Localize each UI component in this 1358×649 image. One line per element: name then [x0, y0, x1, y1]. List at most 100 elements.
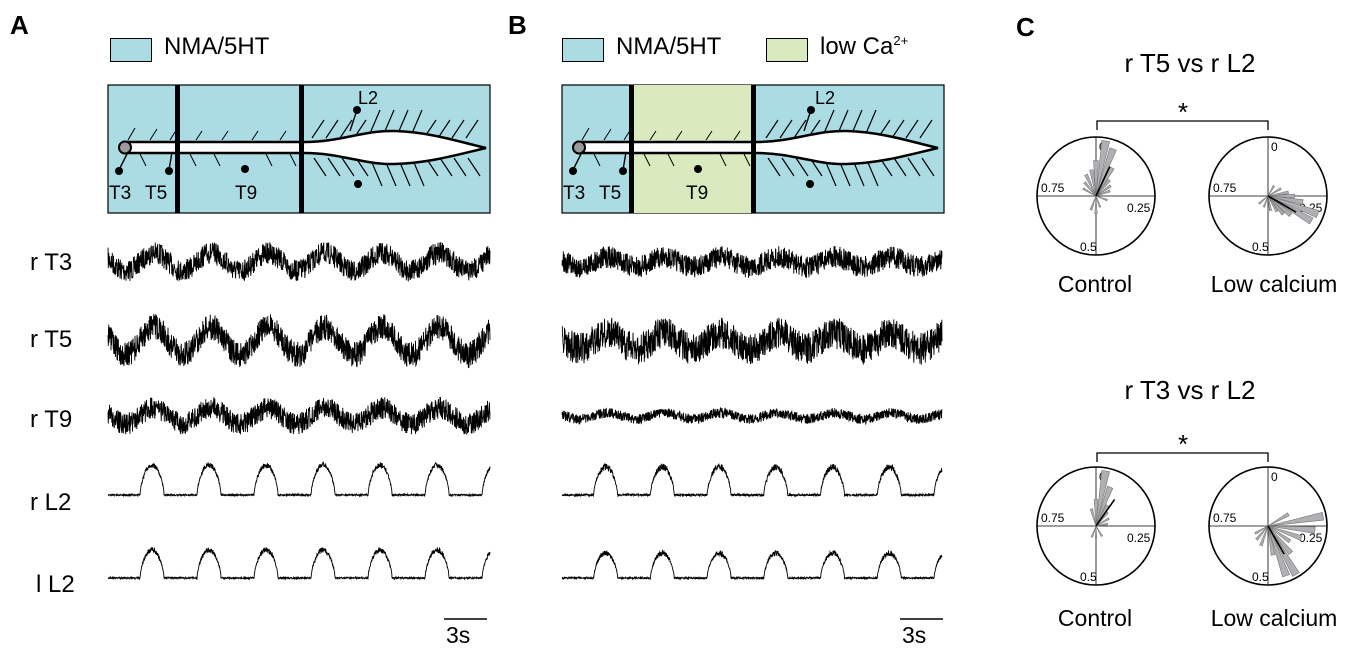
rose-bar: [1267, 193, 1295, 199]
label-t3-b: T3: [563, 183, 585, 204]
trace-a-2: [107, 396, 491, 435]
rose-bar: [1267, 195, 1285, 216]
polar-tick-025: 0.25: [1127, 201, 1151, 215]
rose-bar: [1089, 195, 1097, 211]
rose-bar: [1267, 525, 1316, 534]
rose-bar: [1084, 173, 1097, 197]
significance-bracket-2: *: [1096, 429, 1269, 462]
polar-title-1: r T5 vs r L2: [1124, 48, 1256, 78]
rose-bar: [1259, 525, 1269, 547]
rose-bar: [1083, 181, 1097, 197]
legend-lowca-text: low Ca: [820, 33, 894, 60]
rose-bar: [1095, 189, 1111, 197]
rose-bar: [1267, 525, 1276, 556]
rose-bar: [1090, 525, 1097, 538]
rose-bar: [1258, 195, 1269, 205]
rose-bar: [1254, 525, 1269, 535]
rose-bar: [1267, 525, 1292, 544]
rose-bar: [1267, 525, 1294, 556]
panel-b-label: B: [508, 10, 527, 40]
electrode-left-l2: [354, 180, 362, 188]
polar-tick-0: 0: [1271, 140, 1278, 154]
legend-lowca: low Ca2+: [820, 33, 908, 61]
legend-nma-b: NMA/5HT: [616, 33, 722, 60]
trace-b-4: [561, 549, 943, 581]
significance-star-2: *: [1178, 429, 1188, 459]
nma-swatch-b: [562, 38, 604, 62]
panel-c-label: C: [1016, 12, 1035, 42]
polar-plot-2: 00.250.50.75: [1208, 136, 1328, 256]
electrode-l2: [349, 106, 361, 132]
polar-tick-075: 0.75: [1041, 181, 1065, 195]
polar-plots: 00.250.50.7500.250.50.7500.250.50.7500.2…: [1036, 136, 1328, 586]
rose-bar: [1267, 512, 1290, 527]
trace-b-1: [561, 317, 943, 365]
trace-b-3: [561, 462, 943, 498]
rose-bar: [1089, 508, 1097, 527]
trace-a-4: [107, 546, 491, 581]
rose-bar: [1093, 499, 1099, 527]
diagram-a: L2 T3 T5 T9: [107, 84, 491, 214]
polar-tick-025: 0.25: [1127, 531, 1151, 545]
polar-lowca-label-1: Low calcium: [1210, 271, 1338, 297]
rose-bar: [1267, 195, 1272, 212]
polar-plot-4: 0 0.25 0.5 0.75: [1208, 466, 1328, 586]
legend-lowca-sup: 2+: [893, 33, 909, 48]
rose-bar: [1267, 195, 1279, 213]
polar-plot-1: 00.250.50.75: [1036, 136, 1156, 256]
scale-label-a: 3s: [446, 622, 471, 648]
rose-bar: [1095, 184, 1112, 197]
polar-tick-05: 0.5: [1252, 570, 1269, 584]
polar-title-2: r T3 vs r L2: [1124, 375, 1256, 405]
mean-vector: [1095, 498, 1116, 527]
rose-bar: [1267, 195, 1304, 205]
polar-tick-05: 0.5: [1080, 570, 1097, 584]
row-label-rt5: r T5: [30, 326, 73, 353]
mean-vector: [1095, 166, 1111, 197]
rose-bar: [1089, 169, 1097, 197]
electrode-t9-b: [694, 165, 702, 173]
traces: [107, 242, 943, 581]
polar-tick-05: 0.5: [1252, 240, 1269, 254]
trace-b-0: [561, 245, 943, 278]
mean-vector: [1267, 195, 1297, 213]
polar-tick-05: 0.5: [1080, 240, 1097, 254]
rose-bar: [1095, 517, 1110, 527]
lowca-swatch: [766, 38, 808, 62]
label-l2-a: L2: [358, 88, 378, 108]
row-label-ll2: l L2: [36, 571, 75, 598]
row-label-rl2: r L2: [30, 489, 72, 516]
rose-bar: [1095, 178, 1111, 197]
label-t5-a: T5: [145, 183, 167, 204]
electrode-t5: [165, 151, 173, 175]
rose-bar: [1095, 195, 1108, 202]
diagram-b: L2 T3 T5 T9: [561, 84, 945, 214]
row-label-rt9: r T9: [30, 406, 73, 433]
electrode-t9: [241, 165, 249, 173]
polar-control-label-2: Control: [1057, 605, 1133, 631]
rose-bar: [1267, 512, 1325, 527]
rose-bar: [1255, 525, 1269, 541]
electrode-t5-b: [619, 151, 627, 175]
polar-tick-0: 0: [1271, 470, 1278, 484]
row-label-rt3: r T3: [30, 249, 73, 276]
electrode-left-l2-b: [806, 180, 814, 188]
rose-bar: [1093, 160, 1099, 197]
rose-bar: [1095, 195, 1102, 208]
polar-tick-075: 0.75: [1213, 511, 1237, 525]
rose-bar: [1267, 525, 1303, 541]
rose-bar: [1095, 469, 1110, 527]
polar-control-label-1: Control: [1057, 271, 1133, 297]
rose-bar: [1267, 195, 1320, 219]
significance-star-1: *: [1178, 97, 1188, 127]
scale-label-b: 3s: [902, 622, 927, 648]
rose-bar: [1095, 485, 1114, 527]
rose-bar: [1095, 139, 1110, 197]
label-t9-b: T9: [686, 183, 708, 204]
polar-plot-3: 00.250.50.75: [1036, 466, 1156, 586]
panel-a-label: A: [10, 10, 29, 40]
electrode-t3: [115, 151, 129, 175]
trace-a-1: [107, 313, 491, 369]
rose-bar: [1267, 187, 1282, 197]
rose-bar: [1262, 195, 1269, 208]
